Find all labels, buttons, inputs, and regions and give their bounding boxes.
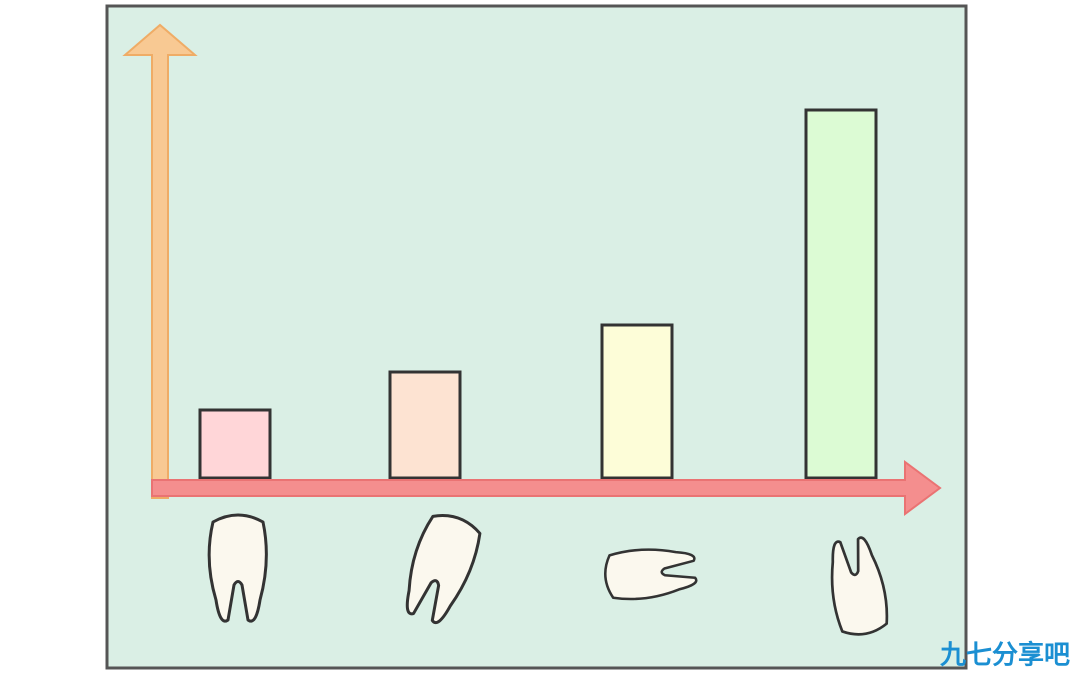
bars: [198, 108, 878, 480]
x-axis-arrow: [151, 460, 942, 516]
y-axis-arrow: [122, 23, 198, 499]
bar: [198, 408, 272, 480]
bar: [804, 108, 878, 480]
bar: [600, 323, 674, 480]
watermark: 九七分享吧: [939, 640, 1070, 671]
bar: [388, 370, 462, 480]
